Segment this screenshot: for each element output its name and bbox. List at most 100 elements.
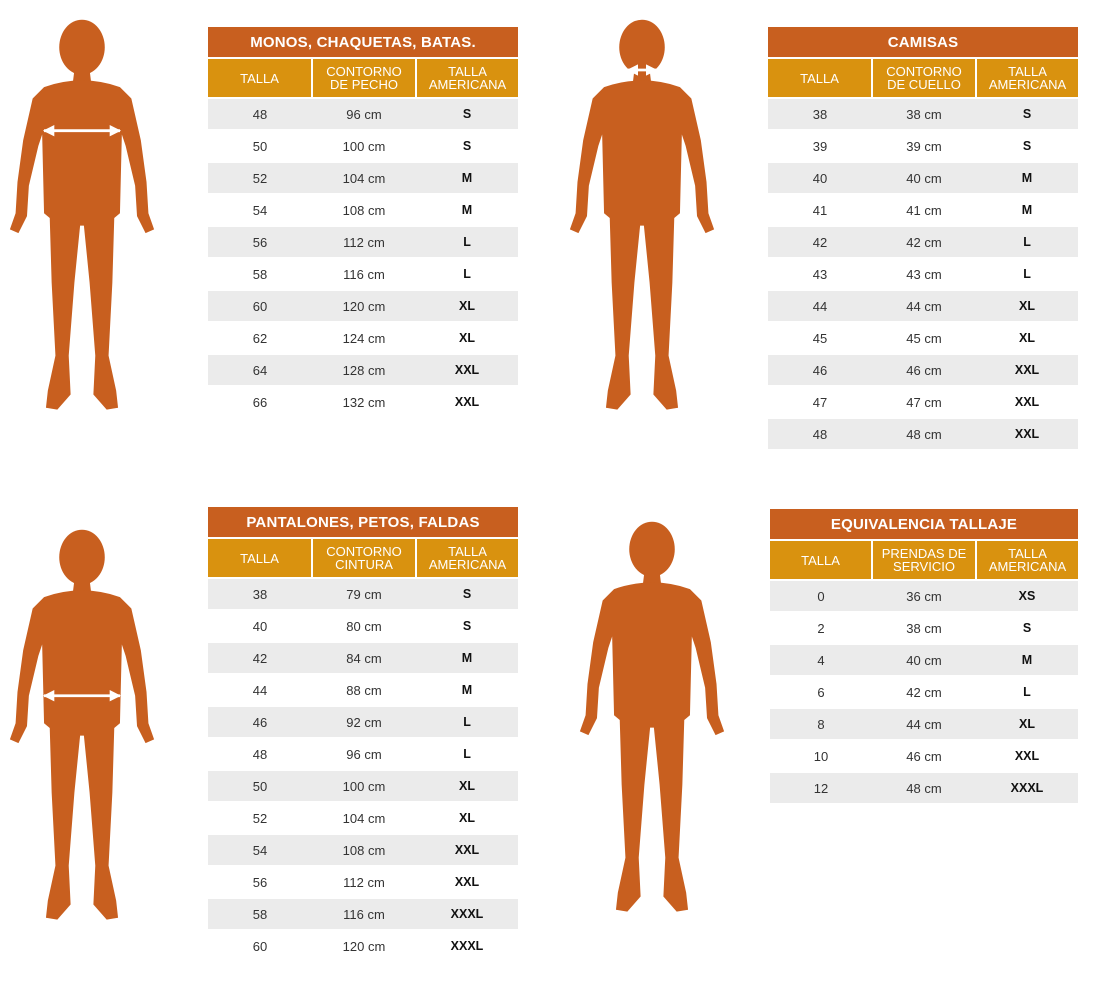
table-row: 60 120 cm XL <box>208 289 519 322</box>
talla-cell: 54 <box>208 193 312 226</box>
measure-cell: 40 cm <box>872 643 976 676</box>
measure-cell: 88 cm <box>312 673 416 706</box>
table-row: 60 120 cm XXXL <box>208 929 519 961</box>
table-row: 6 42 cm L <box>770 675 1078 708</box>
size-table-pantalones: PANTALONES, PETOS, FALDAS TALLA CONTORNO… <box>208 507 519 961</box>
us-size-cell: M <box>416 193 519 226</box>
table-row: 40 80 cm S <box>208 609 519 642</box>
talla-cell: 64 <box>208 353 312 386</box>
us-size-cell: XXXL <box>416 897 519 930</box>
measure-cell: 116 cm <box>312 897 416 930</box>
measure-cell: 39 cm <box>872 129 976 162</box>
measure-cell: 79 cm <box>312 577 416 610</box>
column-header-talla: TALLA <box>208 57 312 98</box>
table-row: 50 100 cm S <box>208 129 519 162</box>
table-row: 56 112 cm L <box>208 225 519 258</box>
column-header-talla: TALLA <box>770 539 872 580</box>
table-row: 56 112 cm XXL <box>208 865 519 898</box>
measure-cell: 80 cm <box>312 609 416 642</box>
measure-cell: 104 cm <box>312 161 416 194</box>
size-table-camisas: CAMISAS TALLA CONTORNO DE CUELLO TALLA AME… <box>768 27 1079 449</box>
talla-cell: 62 <box>208 321 312 354</box>
talla-cell: 6 <box>770 675 872 708</box>
us-size-cell: L <box>416 705 519 738</box>
us-size-cell: S <box>976 97 1079 130</box>
table-row: 54 108 cm M <box>208 193 519 226</box>
us-size-cell: XL <box>416 289 519 322</box>
measure-cell: 48 cm <box>872 771 976 803</box>
us-size-cell: M <box>976 643 1078 676</box>
man-silhouette-icon <box>578 510 726 930</box>
size-table-equivalencia: EQUIVALENCIA TALLAJE TALLA PRENDAS DE SER… <box>770 509 1078 803</box>
us-size-cell: S <box>416 97 519 130</box>
talla-cell: 38 <box>768 97 872 130</box>
measure-cell: 120 cm <box>312 289 416 322</box>
table-row: 4 40 cm M <box>770 643 1078 676</box>
table-row: 2 38 cm S <box>770 611 1078 644</box>
talla-cell: 56 <box>208 225 312 258</box>
us-size-cell: XL <box>976 707 1078 740</box>
measure-cell: 36 cm <box>872 579 976 612</box>
measure-cell: 43 cm <box>872 257 976 290</box>
table-row: 40 40 cm M <box>768 161 1079 194</box>
us-size-cell: L <box>416 257 519 290</box>
us-size-cell: L <box>416 225 519 258</box>
talla-cell: 39 <box>768 129 872 162</box>
us-size-cell: XL <box>976 289 1079 322</box>
table-row: 50 100 cm XL <box>208 769 519 802</box>
talla-cell: 60 <box>208 289 312 322</box>
us-size-cell: XL <box>416 769 519 802</box>
talla-cell: 60 <box>208 929 312 961</box>
talla-cell: 52 <box>208 801 312 834</box>
measure-cell: 46 cm <box>872 353 976 386</box>
talla-cell: 42 <box>768 225 872 258</box>
measure-cell: 132 cm <box>312 385 416 417</box>
talla-cell: 66 <box>208 385 312 417</box>
us-size-cell: XXXL <box>976 771 1078 803</box>
measure-cell: 47 cm <box>872 385 976 418</box>
measure-cell: 38 cm <box>872 611 976 644</box>
table-row: 44 44 cm XL <box>768 289 1079 322</box>
talla-cell: 41 <box>768 193 872 226</box>
measure-cell: 44 cm <box>872 707 976 740</box>
column-header-prendas: PRENDAS DE SERVICIO <box>871 539 976 580</box>
measure-cell: 116 cm <box>312 257 416 290</box>
man-silhouette-waist-measure-icon <box>8 518 156 938</box>
measure-cell: 42 cm <box>872 675 976 708</box>
column-header-measure: CONTORNO CINTURA <box>311 537 416 578</box>
talla-cell: 40 <box>768 161 872 194</box>
measure-cell: 45 cm <box>872 321 976 354</box>
measure-cell: 100 cm <box>312 769 416 802</box>
column-header-measure: CONTORNO DE PECHO <box>311 57 416 98</box>
us-size-cell: L <box>976 675 1078 708</box>
table-title: PANTALONES, PETOS, FALDAS <box>208 507 519 538</box>
us-size-cell: XS <box>976 579 1078 612</box>
us-size-cell: S <box>976 129 1079 162</box>
table-row: 64 128 cm XXL <box>208 353 519 386</box>
table-row: 45 45 cm XL <box>768 321 1079 354</box>
table-row: 38 38 cm S <box>768 97 1079 130</box>
talla-cell: 58 <box>208 897 312 930</box>
measure-cell: 42 cm <box>872 225 976 258</box>
talla-cell: 52 <box>208 161 312 194</box>
talla-cell: 47 <box>768 385 872 418</box>
talla-cell: 46 <box>768 353 872 386</box>
table-row: 52 104 cm XL <box>208 801 519 834</box>
us-size-cell: XXL <box>416 833 519 866</box>
measure-cell: 46 cm <box>872 739 976 772</box>
us-size-cell: S <box>976 611 1078 644</box>
table-row: 43 43 cm L <box>768 257 1079 290</box>
talla-cell: 2 <box>770 611 872 644</box>
us-size-cell: S <box>416 609 519 642</box>
talla-cell: 54 <box>208 833 312 866</box>
talla-cell: 10 <box>770 739 872 772</box>
measure-cell: 108 cm <box>312 833 416 866</box>
man-silhouette-neck-measure-icon <box>568 8 716 428</box>
us-size-cell: L <box>976 257 1079 290</box>
measure-cell: 108 cm <box>312 193 416 226</box>
table-title: CAMISAS <box>768 27 1079 58</box>
us-size-cell: M <box>976 161 1079 194</box>
table-title: MONOS, CHAQUETAS, BATAS. <box>208 27 519 58</box>
table-row: 42 42 cm L <box>768 225 1079 258</box>
column-header-us-size: TALLA AMERICANA <box>975 539 1078 580</box>
